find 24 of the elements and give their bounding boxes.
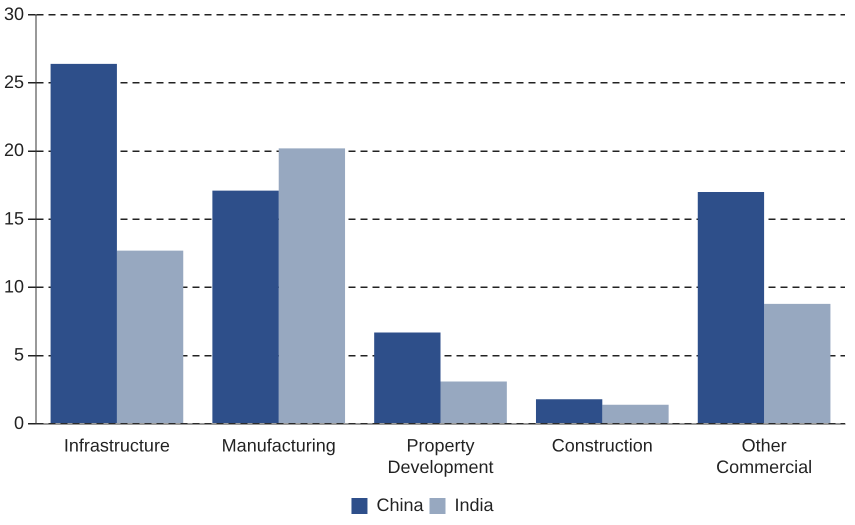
y-tick-label: 0 — [14, 412, 24, 433]
bar — [212, 190, 279, 424]
bar — [698, 192, 764, 424]
y-tick-label: 20 — [4, 140, 24, 160]
bar — [440, 382, 507, 424]
bar — [116, 250, 184, 424]
bar — [764, 304, 830, 424]
x-tick-label: Infrastructure — [64, 436, 170, 456]
y-tick-label: 30 — [4, 4, 24, 24]
x-tick-label: Other Commercial — [716, 436, 812, 478]
x-tick-label: Construction — [552, 436, 653, 456]
y-tick-label: 5 — [14, 344, 24, 365]
y-tick-label: 25 — [4, 72, 24, 92]
legend-label: India — [454, 494, 495, 515]
y-tick-label: 15 — [4, 208, 24, 228]
bar — [536, 399, 602, 424]
bar — [278, 148, 346, 424]
bar — [50, 64, 117, 424]
x-tick-label: Manufacturing — [222, 436, 336, 456]
bar — [374, 332, 441, 424]
legend-label: China — [376, 494, 424, 515]
y-tick-label: 10 — [4, 276, 24, 296]
bar — [602, 404, 669, 424]
x-tick-label: Property Development — [387, 436, 494, 478]
